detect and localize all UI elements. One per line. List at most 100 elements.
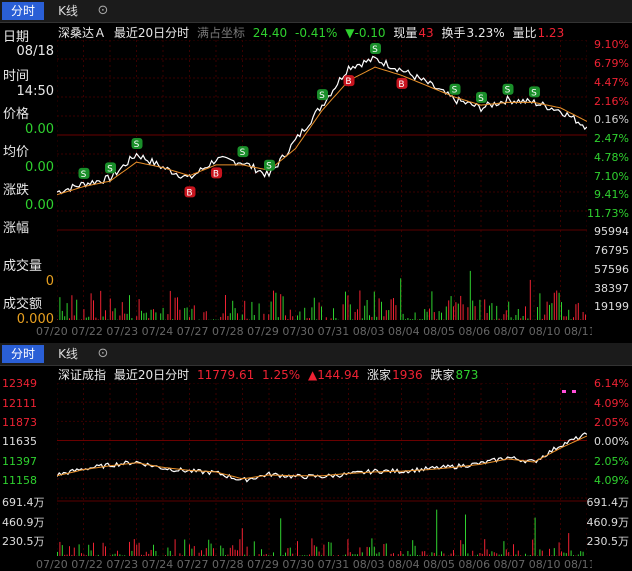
volume-bar (330, 542, 332, 556)
volume-bar (174, 297, 176, 320)
pct-tick: 7.10% (594, 170, 629, 183)
volume-bar (397, 554, 399, 556)
volume-bar (321, 306, 322, 320)
volume-bar (330, 318, 332, 320)
index-price: 11779.61 (196, 368, 255, 382)
volume-bar (208, 539, 210, 556)
bottom-index-chart[interactable] (57, 383, 587, 556)
bottom-info-bar: 深证成指 最近20日分时 11779.61 1.25% ▲144.94 涨家19… (58, 367, 482, 383)
volume-bar (431, 291, 433, 320)
volume-bar (347, 539, 349, 556)
time-value: 14:50 (16, 84, 54, 99)
signal-box (105, 162, 116, 174)
volume-bar (232, 545, 234, 556)
volume-bar (383, 316, 385, 320)
volume-bar (64, 554, 66, 556)
volume-bar (167, 314, 169, 320)
volume-bar (229, 547, 231, 556)
volume-bar (505, 310, 507, 320)
series-line-price (57, 432, 587, 483)
volume-bar (313, 545, 315, 556)
volume-bar (88, 316, 90, 320)
volume-bar (558, 542, 560, 556)
volume-bar (191, 308, 193, 320)
pct-tick: 9.10% (594, 38, 629, 51)
volume-bar (239, 539, 241, 556)
volume-bar (508, 552, 510, 556)
signal-label: S (266, 162, 272, 172)
volume-bar (421, 551, 423, 556)
vol-tick: 230.5万 (2, 535, 45, 548)
signal-box (449, 83, 461, 95)
volume-bar (102, 542, 104, 556)
tab-kline-index[interactable]: K线 (58, 347, 78, 361)
volume-bar (215, 555, 217, 556)
volume-bar (568, 309, 570, 320)
volume-bar (210, 543, 212, 556)
volume-bar (484, 299, 486, 320)
volume-bar (563, 552, 565, 556)
top-info-bar: 深桑达Ａ 最近20日分时 满占坐标 24.40 -0.41% ▼-0.10 现量… (58, 25, 568, 41)
volume-bar (131, 318, 133, 320)
volume-bar (378, 298, 380, 320)
top-price-chart[interactable]: S S S B B S S S B S B S S S S (57, 40, 587, 323)
volume-bar (580, 551, 582, 556)
vol-tick: 460.9万 (2, 516, 45, 529)
pct-tick: 2.05% (594, 455, 629, 468)
volume-bar (261, 549, 262, 556)
volume-bar (131, 550, 133, 556)
volume-bar (337, 555, 339, 556)
volume-bar (390, 299, 392, 320)
volume-bar (462, 304, 464, 320)
volume-bar (515, 554, 517, 556)
index-pct: 1.25% (262, 368, 301, 382)
volume-bar (71, 295, 73, 320)
volume-bar (383, 544, 385, 556)
volume-bar (541, 550, 543, 556)
volume-bar (246, 546, 248, 556)
vol-tick: 691.4万 (2, 496, 45, 509)
volume-bar (246, 318, 248, 320)
volume-bar (174, 539, 176, 556)
volume-bar (69, 546, 70, 556)
volume-bar (121, 302, 123, 320)
signal-marker-sell: S (449, 83, 461, 96)
volume-bar (153, 309, 154, 320)
pct-tick: 0.00% (594, 435, 629, 448)
signal-box (476, 91, 487, 103)
settings-icon[interactable]: ⊙ (97, 346, 109, 361)
volume-bar (539, 549, 541, 556)
volume-bar (493, 319, 495, 320)
top-date-axis: 07/20 07/22 07/23 07/24 07/27 07/28 07/2… (36, 325, 592, 338)
pct-tick: 2.16% (594, 95, 629, 108)
volume-bar (486, 313, 488, 320)
coord-toggle[interactable]: 满占坐标 (196, 26, 245, 40)
volume-bar (349, 552, 351, 556)
volume-bar (481, 553, 483, 556)
volume-bar (333, 308, 334, 320)
volume-bar (244, 554, 246, 556)
tab-kline[interactable]: K线 (58, 4, 78, 18)
volume-bar (109, 555, 111, 556)
volume-bar (203, 554, 205, 556)
volume-bar (357, 554, 358, 556)
volume-bar (201, 550, 202, 556)
volume-bar (503, 314, 505, 320)
settings-icon[interactable]: ⊙ (97, 3, 109, 18)
volume-bar (508, 301, 510, 320)
volume-bar (479, 299, 481, 320)
pct-tick: 4.47% (594, 76, 629, 89)
tab-intraday-index[interactable]: 分时 (2, 345, 44, 363)
volume-bar (414, 545, 416, 556)
pct-value: -0.41% (294, 26, 338, 40)
signal-box (370, 43, 381, 54)
volume-bar (191, 548, 193, 556)
volume-bar (222, 313, 224, 320)
volume-bar (395, 305, 397, 320)
volume-bar (582, 551, 584, 556)
volume-bar (429, 308, 430, 320)
volume-bar (450, 553, 452, 556)
volume-bar (585, 314, 586, 320)
volume-bar (385, 310, 387, 320)
tab-intraday[interactable]: 分时 (2, 2, 44, 20)
